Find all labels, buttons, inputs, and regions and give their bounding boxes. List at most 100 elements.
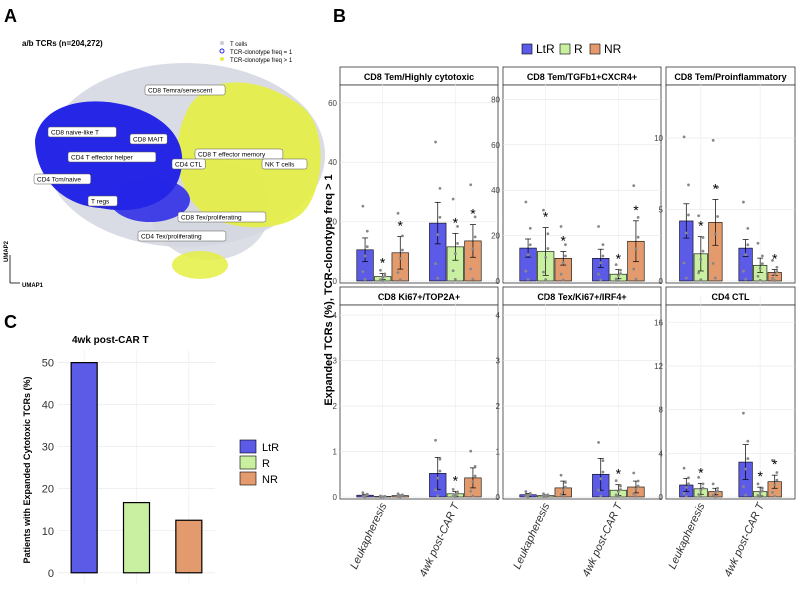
panel-c-letter: C bbox=[4, 312, 17, 332]
data-point bbox=[526, 277, 530, 281]
data-point bbox=[716, 215, 719, 218]
data-point bbox=[438, 457, 442, 461]
data-point bbox=[756, 482, 760, 486]
data-point bbox=[528, 243, 532, 247]
data-point bbox=[687, 482, 690, 486]
y-tick-label: 10 bbox=[654, 134, 663, 143]
data-point bbox=[599, 477, 603, 481]
data-point bbox=[758, 267, 762, 270]
data-point bbox=[682, 135, 686, 139]
facet-title: CD8 Tex/Ki67+/IRF4+ bbox=[537, 292, 626, 302]
data-point bbox=[756, 274, 760, 278]
cluster-label-text: CD8 MAIT bbox=[133, 137, 163, 144]
data-point bbox=[619, 488, 622, 491]
data-point bbox=[453, 495, 457, 499]
y-tick-label: 4 bbox=[333, 311, 338, 320]
data-point bbox=[473, 465, 477, 468]
data-point bbox=[746, 457, 750, 460]
data-point bbox=[469, 489, 473, 493]
data-point bbox=[701, 486, 705, 490]
y-tick-label: 60 bbox=[328, 99, 337, 108]
data-point bbox=[632, 471, 636, 475]
legend-freqgt1: TCR-clonotype freq > 1 bbox=[230, 58, 293, 64]
significance-star: * bbox=[633, 202, 639, 218]
legend-marker-freq1 bbox=[219, 48, 225, 54]
data-point bbox=[361, 491, 365, 495]
data-point bbox=[756, 241, 760, 245]
panel-b: B LtR R NR Expanded TCRs (%), TCR-clonot… bbox=[323, 6, 796, 579]
significance-star: * bbox=[616, 251, 622, 267]
significance-star: * bbox=[772, 251, 778, 267]
data-point bbox=[682, 491, 686, 495]
data-point bbox=[383, 272, 387, 276]
data-point bbox=[469, 449, 473, 453]
data-point bbox=[473, 235, 477, 239]
facet: CD8 Tem/Highly cytotoxic 0 20 40 60 * * * * bbox=[328, 66, 499, 286]
data-point bbox=[546, 494, 550, 497]
y-tick-label: 80 bbox=[491, 95, 500, 104]
data-point bbox=[614, 479, 618, 483]
cluster-label-text: CD8 Temra/senescent bbox=[148, 88, 212, 95]
data-point bbox=[711, 138, 715, 142]
data-point bbox=[619, 272, 622, 275]
data-point bbox=[526, 253, 530, 257]
x-category-label: Leukapheresis bbox=[511, 501, 552, 571]
y-tick-label: 4 bbox=[496, 311, 501, 320]
panel-c-title: 4wk post-CAR T bbox=[72, 335, 149, 346]
x-category-label: Leukapheresis bbox=[666, 501, 707, 571]
y-tick-label: 0 bbox=[496, 277, 501, 286]
data-point bbox=[451, 269, 455, 273]
data-point bbox=[687, 213, 690, 217]
data-point bbox=[559, 473, 563, 477]
significance-star: * bbox=[380, 255, 386, 271]
data-point bbox=[742, 200, 745, 204]
cluster-label-text: CD4 Tex/proliferating bbox=[141, 234, 202, 241]
significance-star: * bbox=[713, 181, 719, 197]
data-point bbox=[456, 242, 459, 245]
data-point bbox=[711, 482, 715, 486]
data-point bbox=[716, 185, 719, 189]
data-point bbox=[546, 247, 550, 250]
data-point bbox=[713, 276, 717, 280]
significance-star: * bbox=[398, 217, 404, 233]
c-y-tick-label: 0 bbox=[48, 568, 54, 580]
y-tick-label: 0 bbox=[333, 277, 338, 286]
data-point bbox=[542, 495, 545, 498]
legend-tcells: T cells bbox=[230, 42, 247, 48]
data-point bbox=[471, 277, 475, 281]
y-tick-label: 0 bbox=[659, 277, 664, 286]
data-point bbox=[687, 476, 690, 480]
data-point bbox=[711, 493, 715, 497]
data-point bbox=[524, 200, 528, 204]
cluster-label: CD8 MAIT bbox=[129, 133, 168, 145]
facet-title: CD8 Tem/Proinflammatory bbox=[674, 72, 786, 82]
c-y-tick-label: 20 bbox=[42, 484, 54, 496]
data-point bbox=[559, 492, 563, 496]
data-point bbox=[771, 491, 774, 494]
cluster-label: T regs bbox=[87, 195, 118, 207]
data-point bbox=[713, 495, 717, 499]
data-point bbox=[758, 495, 762, 499]
cluster-label: CD4 Tex/proliferating bbox=[137, 230, 227, 242]
c-legend-swatch-r bbox=[239, 455, 257, 470]
data-point bbox=[381, 279, 385, 283]
facet-title: CD8 Tem/TGFb1+CXCR4+ bbox=[527, 72, 637, 82]
x-category-label: 4wk post-CAR T bbox=[417, 500, 462, 579]
data-point bbox=[619, 268, 622, 272]
data-point bbox=[599, 261, 603, 265]
data-point bbox=[473, 474, 477, 478]
umap-xlabel: UMAP1 bbox=[22, 283, 44, 289]
data-point bbox=[697, 493, 701, 496]
data-point bbox=[597, 272, 600, 276]
c-bar bbox=[122, 501, 151, 574]
legend-swatch-ltr bbox=[521, 43, 533, 55]
cluster-label: CD8 T effector memory bbox=[194, 148, 284, 160]
data-point bbox=[383, 495, 387, 498]
c-legend-r: R bbox=[262, 458, 270, 470]
data-point bbox=[361, 495, 365, 498]
facet-x-labels: Leukapheresis 4wk post-CAR T Leukapheresis… bbox=[348, 500, 767, 579]
facet-panel bbox=[339, 304, 499, 500]
c-y-tick-label: 10 bbox=[42, 526, 54, 538]
